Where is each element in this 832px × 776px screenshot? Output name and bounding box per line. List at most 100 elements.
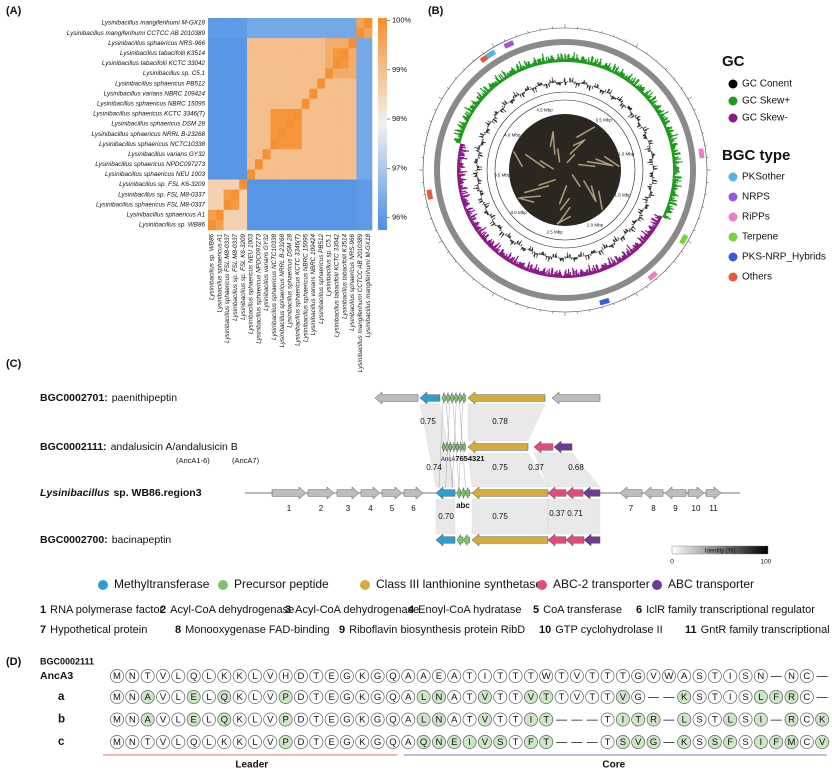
residue: A: [420, 671, 427, 682]
residue-circle: [324, 690, 339, 704]
heatmap-cell: [208, 108, 217, 120]
gene-arrow: [467, 440, 529, 454]
heatmap-cell: [239, 118, 248, 130]
legend-label: Terpene: [742, 232, 779, 243]
heatmap-cell: [301, 68, 310, 79]
cluster-id: BGC0002701:: [40, 392, 108, 404]
residue: V: [267, 692, 274, 703]
heatmap-cell: [348, 219, 357, 231]
heatmap-cell: [262, 149, 271, 160]
heatmap-cell: [301, 129, 310, 140]
heatmap-cell: [254, 189, 263, 201]
heatmap-cell: [325, 28, 334, 39]
gene-arrow: [583, 533, 601, 547]
residue: P: [282, 715, 288, 726]
residue: G: [374, 692, 381, 703]
heatmap-cell: [293, 139, 303, 150]
residue-circle: [171, 690, 186, 704]
identity-label: 0.75: [492, 463, 508, 472]
heatmap-cell: [262, 179, 271, 190]
cluster-label: BGC0002700: bacinapeptin: [40, 534, 171, 546]
col-label: Lysinibacillus tabacifolii KCTC 33042: [334, 234, 341, 338]
heatmap-cell: [332, 98, 342, 110]
residue-circle: [324, 735, 339, 749]
heatmap-cell: [247, 159, 256, 170]
heatmap-cell: [231, 68, 240, 79]
gene-arrow: [471, 486, 549, 500]
heatmap-cell: [286, 78, 295, 89]
heatmap-cell: [254, 199, 263, 211]
residue-circle: [753, 690, 768, 704]
residue-circle: [723, 690, 738, 704]
residue-circle: [294, 735, 308, 749]
residue: T: [589, 671, 595, 682]
heatmap-cell: [293, 159, 303, 170]
heatmap-cell: [223, 189, 232, 201]
heatmap-cell: [348, 78, 357, 89]
ring-tick: [482, 286, 484, 289]
heatmap-cell: [270, 219, 279, 231]
heatmap-cell: [286, 199, 295, 211]
residue: I: [622, 715, 625, 726]
heatmap-cell: [223, 118, 232, 130]
gene-description: 11 GntR family transcriptional regulator: [685, 624, 832, 636]
heatmap-cell: [309, 58, 318, 69]
gene-arrow: [435, 486, 456, 500]
residue-circle: [799, 712, 814, 727]
heatmap-cell: [325, 118, 334, 130]
bgc-region: [503, 40, 515, 49]
heatmap-cell: [293, 149, 303, 160]
legend-title: GC: [722, 53, 745, 70]
heatmap-cell: [332, 129, 342, 140]
residue-circle: [171, 712, 186, 727]
col-label: Lysinibacillus mangiferihumi M-GX18: [365, 234, 372, 338]
legend-title: BGC type: [722, 147, 790, 164]
plate-streak: [590, 185, 597, 203]
heatmap-cell: [270, 48, 279, 59]
plate-streak: [556, 215, 571, 225]
residue-circle: [677, 669, 692, 683]
residue: Q: [389, 692, 396, 703]
heatmap-cell: [293, 18, 303, 29]
heatmap-cell: [332, 38, 342, 49]
heatmap-cell: [262, 139, 271, 150]
residue: V: [635, 737, 642, 748]
residue-circle: [263, 690, 278, 704]
heatmap-cell: [215, 28, 224, 39]
residue: N: [129, 692, 136, 703]
identity-label: 0.75: [492, 512, 508, 521]
residue-circle: [416, 669, 431, 683]
col-label: Lysinibacillus sphaericus NEU 1003: [248, 234, 255, 334]
residue-circle: [432, 669, 446, 683]
gene-arrow: [664, 486, 687, 500]
heatmap-cell: [317, 139, 326, 150]
heatmap-cell: [348, 108, 357, 120]
gene-description: 5 CoA transferase: [533, 604, 622, 616]
residue-circle: [370, 735, 385, 749]
heatmap-cell: [247, 139, 256, 150]
precursor-prefix: AncA: [441, 457, 455, 463]
heatmap-cell: [215, 139, 224, 150]
heatmap-cell: [231, 219, 240, 231]
heatmap-cell: [223, 129, 232, 140]
residue: T: [605, 715, 611, 726]
residue-circle: [799, 669, 814, 683]
gene-desc-text: Enoyl-CoA hydratase: [418, 604, 521, 616]
heatmap-cell: [208, 199, 217, 211]
alignment-row-label: b: [58, 714, 65, 726]
gene-desc-text: GntR family transcriptional regulator: [701, 624, 832, 636]
heatmap-cell: [364, 78, 373, 89]
gene-desc-text: GTP cyclohydrolase II: [555, 624, 662, 636]
residue: S: [742, 692, 748, 703]
heatmap-cell: [356, 68, 365, 79]
heatmap-cell: [278, 98, 287, 110]
residue: —: [571, 736, 582, 748]
residue: T: [543, 737, 549, 748]
residue: I: [468, 737, 471, 748]
heatmap-cell: [317, 189, 326, 201]
heatmap-cell: [364, 88, 373, 100]
gene-arrow: [435, 533, 456, 547]
ring-tick: [665, 67, 668, 70]
heatmap-cell: [364, 169, 373, 180]
